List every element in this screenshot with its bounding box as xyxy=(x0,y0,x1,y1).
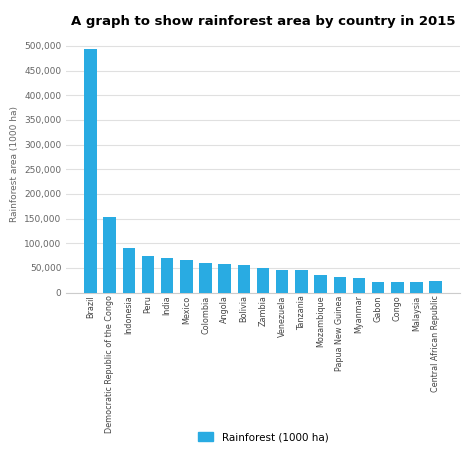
Bar xyxy=(237,265,250,293)
Bar xyxy=(199,263,212,292)
Bar xyxy=(391,282,403,292)
Y-axis label: Rainforest area (1000 ha): Rainforest area (1000 ha) xyxy=(9,106,18,222)
Bar xyxy=(219,264,231,292)
Bar xyxy=(314,275,327,292)
Bar xyxy=(257,268,269,292)
Bar xyxy=(295,270,308,292)
Bar xyxy=(103,217,116,292)
Bar xyxy=(142,256,154,292)
Title: A graph to show rainforest area by country in 2015: A graph to show rainforest area by count… xyxy=(71,15,456,28)
Bar xyxy=(276,270,289,293)
Legend: Rainforest (1000 ha): Rainforest (1000 ha) xyxy=(193,428,333,446)
Bar xyxy=(161,258,173,292)
Bar xyxy=(180,260,192,292)
Bar xyxy=(84,49,97,292)
Bar xyxy=(410,282,423,292)
Bar xyxy=(353,278,365,293)
Bar xyxy=(123,248,135,292)
Bar xyxy=(334,277,346,292)
Bar xyxy=(429,281,442,292)
Bar xyxy=(372,282,384,292)
